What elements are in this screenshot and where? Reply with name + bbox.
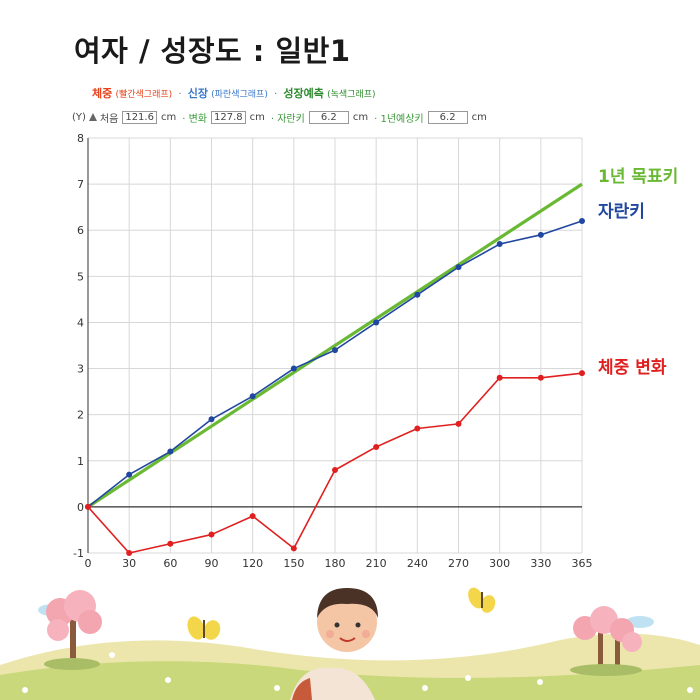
- y-tick-label: 5: [77, 270, 84, 283]
- data-point: [373, 319, 380, 326]
- predicted-height-label: · 1년예상키: [374, 114, 424, 125]
- data-point: [126, 471, 133, 478]
- legend-prediction: 성장예측 (녹색그래프): [283, 87, 376, 100]
- x-tick-label: 120: [242, 557, 263, 570]
- grown-height-label: · 자란키: [270, 114, 305, 125]
- butterfly-left-icon: [187, 616, 221, 640]
- x-tick-label: 0: [85, 557, 92, 570]
- x-tick-label: 30: [122, 557, 136, 570]
- x-tick-label: 150: [283, 557, 304, 570]
- tree-left: [44, 590, 102, 670]
- x-tick-label: 240: [407, 557, 428, 570]
- data-point: [208, 416, 215, 423]
- data-point: [537, 374, 544, 381]
- data-point: [290, 545, 297, 552]
- series-label: 자란키: [598, 202, 645, 222]
- x-tick-label: 90: [205, 557, 219, 570]
- page-title: 여자 / 성장도 : 일반1: [74, 34, 351, 68]
- up-arrow-icon: [88, 112, 97, 121]
- data-point: [537, 231, 544, 238]
- x-tick-label: 365: [572, 557, 593, 570]
- change-height-value: 127.8: [210, 111, 246, 124]
- y-tick-label: 3: [77, 363, 84, 376]
- data-point: [167, 540, 174, 547]
- data-point: [249, 513, 256, 520]
- grown-height-unit: cm: [352, 112, 369, 123]
- x-tick-label: 330: [530, 557, 551, 570]
- data-point: [455, 264, 462, 271]
- y-tick-label: 1: [77, 455, 84, 468]
- change-height-unit: cm: [249, 112, 265, 123]
- illustration-scene: [0, 587, 700, 700]
- data-point: [290, 365, 297, 372]
- data-point: [167, 448, 174, 455]
- chart-series: [85, 182, 585, 556]
- data-point: [332, 347, 338, 354]
- data-point: [414, 425, 421, 432]
- info-bar: (Y) 처음 121.6 cm · 변화 127.8 cm · 자란키 6.2 …: [72, 110, 487, 125]
- y-tick-label: -1: [73, 547, 84, 560]
- x-tick-label: 180: [325, 557, 346, 570]
- data-point: [496, 241, 503, 248]
- data-point: [579, 370, 585, 377]
- first-height-unit: cm: [160, 112, 177, 123]
- first-height-label: 처음: [99, 114, 119, 125]
- legend-height: 신장 (파란색그래프): [187, 87, 268, 100]
- data-point: [85, 503, 91, 510]
- x-tick-label: 210: [366, 557, 387, 570]
- data-point: [373, 443, 380, 450]
- x-tick-label: 270: [448, 557, 469, 570]
- data-point: [208, 531, 215, 538]
- x-tick-label: 300: [489, 557, 510, 570]
- y-tick-label: 2: [77, 409, 84, 422]
- legend-weight: 체중 (빨간색그래프): [92, 87, 173, 100]
- change-height-label: · 변화: [182, 114, 207, 125]
- butterfly-right-icon: [468, 587, 496, 613]
- series-label: 체중 변화: [598, 358, 667, 378]
- data-point: [455, 420, 462, 427]
- tree-right: [570, 606, 642, 676]
- y-tick-label: 0: [77, 501, 84, 514]
- child-avatar: [290, 588, 378, 700]
- legend: 체중 (빨간색그래프) · 신장 (파란색그래프) · 성장예측 (녹색그래프): [92, 87, 376, 100]
- chart-axes: [87, 138, 582, 553]
- data-point: [414, 291, 421, 298]
- y-tick-label: 4: [77, 316, 84, 329]
- grown-height-value: 6.2: [308, 111, 349, 124]
- series-label: 1년 목표키: [598, 167, 678, 187]
- flowers: [22, 652, 693, 693]
- y-tick-label: 7: [77, 178, 84, 191]
- data-point: [249, 393, 256, 400]
- predicted-height-value: 6.2: [427, 111, 468, 124]
- data-point: [579, 218, 585, 224]
- y-tick-label: 6: [77, 224, 84, 237]
- data-point: [496, 374, 503, 381]
- x-tick-label: 60: [163, 557, 177, 570]
- y-axis-label: (Y): [72, 112, 86, 123]
- first-height-value: 121.6: [122, 111, 157, 124]
- predicted-height-unit: cm: [471, 112, 487, 123]
- data-point: [126, 550, 133, 556]
- y-tick-label: 8: [77, 132, 84, 145]
- data-point: [332, 467, 338, 473]
